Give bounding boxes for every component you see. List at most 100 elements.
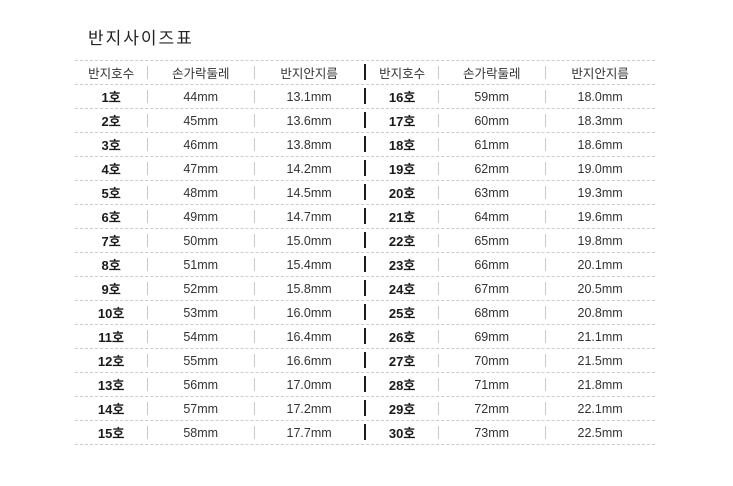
column-separator [254, 330, 256, 343]
circumference-cell: 51mm [183, 257, 219, 272]
diameter-cell: 19.3mm [577, 185, 623, 200]
ring-size-cell: 24호 [388, 282, 416, 297]
ring-size-cell: 2호 [101, 114, 121, 129]
column-separator [438, 66, 440, 79]
table-row: 26호 69mm 21.1mm [366, 325, 655, 349]
column-separator [545, 162, 547, 175]
diameter-cell: 21.8mm [577, 377, 623, 392]
circumference-cell: 55mm [183, 353, 219, 368]
table-row: 20호 63mm 19.3mm [366, 181, 655, 205]
table-row: 23호 66mm 20.1mm [366, 253, 655, 277]
ring-size-cell: 27호 [388, 354, 416, 369]
diameter-cell: 16.0mm [286, 305, 332, 320]
circumference-cell: 66mm [474, 257, 510, 272]
table-row: 7호 50mm 15.0mm [75, 229, 364, 253]
diameter-cell: 18.6mm [577, 137, 623, 152]
diameter-cell: 13.1mm [286, 89, 332, 104]
column-separator [438, 354, 440, 367]
circumference-cell: 57mm [183, 401, 219, 416]
column-header: 반지안지름 [280, 67, 338, 81]
circumference-cell: 49mm [183, 209, 219, 224]
column-header: 반지안지름 [571, 67, 629, 81]
column-separator [545, 354, 547, 367]
circumference-cell: 52mm [183, 281, 219, 296]
ring-size-cell: 9호 [101, 282, 121, 297]
table-row: 11호 54mm 16.4mm [75, 325, 364, 349]
column-separator [545, 186, 547, 199]
column-separator [147, 354, 149, 367]
table-row: 2호 45mm 13.6mm [75, 109, 364, 133]
ring-size-cell: 28호 [388, 378, 416, 393]
column-header: 손가락둘레 [462, 67, 521, 81]
ring-size-cell: 14호 [97, 402, 125, 417]
ring-size-cell: 12호 [97, 354, 125, 369]
column-separator [545, 426, 547, 439]
column-separator [545, 90, 547, 103]
diameter-cell: 18.0mm [577, 89, 623, 104]
column-separator [545, 330, 547, 343]
circumference-cell: 68mm [474, 305, 510, 320]
column-separator [438, 402, 440, 415]
circumference-cell: 64mm [474, 209, 510, 224]
circumference-cell: 73mm [474, 425, 510, 440]
diameter-cell: 15.0mm [286, 233, 332, 248]
ring-size-cell: 22호 [388, 234, 416, 249]
ring-size-table-left: 반지호수 손가락둘레 반지안지름 1호 44mm 13.1mm 2호 45mm 13.6mm 3호… [75, 60, 364, 445]
table-row: 14호 57mm 17.2mm [75, 397, 364, 421]
ring-size-cell: 13호 [97, 378, 125, 393]
diameter-cell: 22.5mm [577, 425, 623, 440]
circumference-cell: 50mm [183, 233, 219, 248]
column-separator [254, 282, 256, 295]
ring-size-cell: 15호 [97, 426, 125, 441]
column-separator [438, 162, 440, 175]
circumference-cell: 44mm [183, 89, 219, 104]
table-row: 19호 62mm 19.0mm [366, 157, 655, 181]
column-separator [147, 282, 149, 295]
table-row: 4호 47mm 14.2mm [75, 157, 364, 181]
circumference-cell: 59mm [474, 89, 510, 104]
ring-size-table-right: 반지호수 손가락둘레 반지안지름 16호 59mm 18.0mm 17호 60mm 18.3mm… [366, 60, 655, 445]
column-separator [147, 210, 149, 223]
column-separator [147, 138, 149, 151]
table-row: 9호 52mm 15.8mm [75, 277, 364, 301]
table-row: 24호 67mm 20.5mm [366, 277, 655, 301]
diameter-cell: 19.0mm [577, 161, 623, 176]
ring-size-cell: 10호 [97, 306, 125, 321]
table-row: 1호 44mm 13.1mm [75, 85, 364, 109]
circumference-cell: 65mm [474, 233, 510, 248]
column-separator [254, 210, 256, 223]
diameter-cell: 17.7mm [286, 425, 332, 440]
column-separator [545, 210, 547, 223]
column-separator [254, 114, 256, 127]
table-row: 28호 71mm 21.8mm [366, 373, 655, 397]
column-separator [147, 426, 149, 439]
column-separator [545, 258, 547, 271]
table-row: 15호 58mm 17.7mm [75, 421, 364, 445]
column-separator [438, 282, 440, 295]
column-separator [438, 114, 440, 127]
column-separator [438, 210, 440, 223]
column-separator [438, 378, 440, 391]
table-divider [364, 60, 366, 445]
column-separator [438, 90, 440, 103]
table-row: 16호 59mm 18.0mm [366, 85, 655, 109]
column-separator [438, 138, 440, 151]
column-separator [254, 378, 256, 391]
column-separator [438, 426, 440, 439]
table-row: 30호 73mm 22.5mm [366, 421, 655, 445]
column-separator [254, 90, 256, 103]
column-separator [254, 66, 256, 79]
circumference-cell: 45mm [183, 113, 219, 128]
diameter-cell: 14.2mm [286, 161, 332, 176]
diameter-cell: 20.1mm [577, 257, 623, 272]
ring-size-cell: 23호 [388, 258, 416, 273]
table-row: 22호 65mm 19.8mm [366, 229, 655, 253]
column-separator [147, 162, 149, 175]
ring-size-cell: 20호 [388, 186, 416, 201]
table-row: 5호 48mm 14.5mm [75, 181, 364, 205]
diameter-cell: 15.8mm [286, 281, 332, 296]
ring-size-cell: 5호 [101, 186, 121, 201]
table-row: 13호 56mm 17.0mm [75, 373, 364, 397]
ring-size-cell: 25호 [388, 306, 416, 321]
